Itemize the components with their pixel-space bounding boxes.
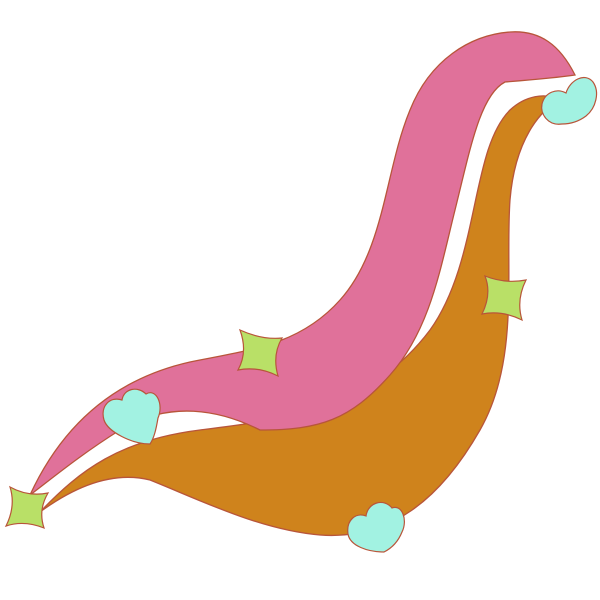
sparkle-bottom-left	[4, 485, 50, 530]
heart-top-right	[541, 77, 598, 125]
pink-band	[29, 31, 576, 496]
orange-band	[39, 95, 562, 537]
heart-left	[102, 388, 161, 445]
sparkle-middle	[236, 328, 284, 378]
sparkle-right	[480, 274, 528, 322]
heart-bottom	[347, 501, 405, 553]
